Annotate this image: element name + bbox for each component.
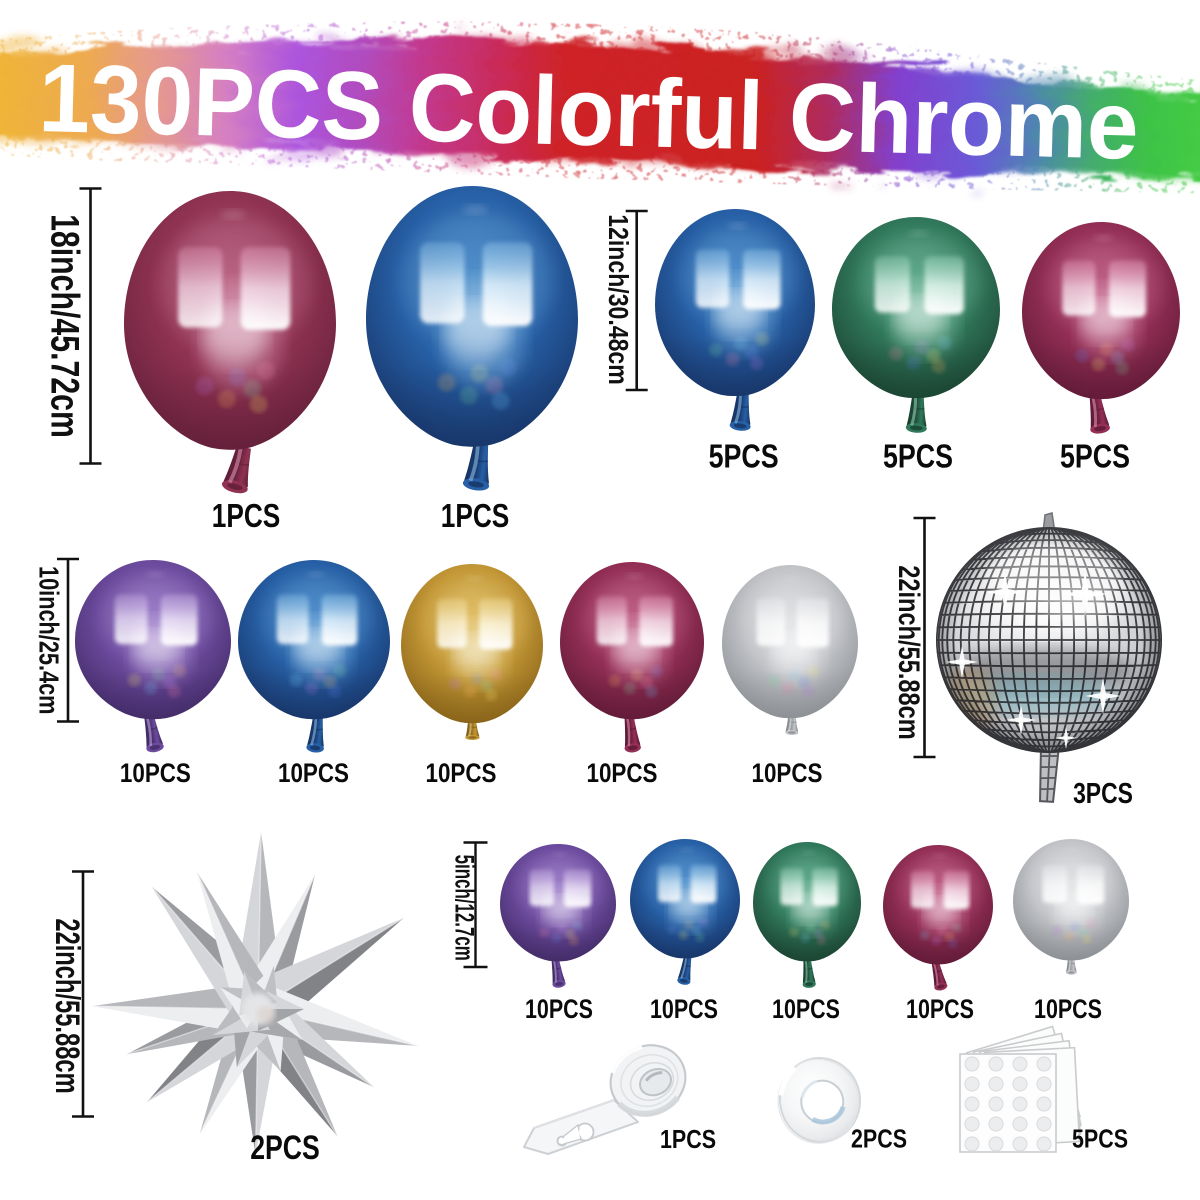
svg-text:5PCS: 5PCS bbox=[1072, 1125, 1128, 1154]
svg-text:10PCS: 10PCS bbox=[278, 759, 349, 788]
svg-text:10PCS: 10PCS bbox=[587, 759, 658, 788]
svg-text:2PCS: 2PCS bbox=[250, 1129, 320, 1167]
svg-text:22inch/55.88cm: 22inch/55.88cm bbox=[48, 918, 86, 1093]
svg-text:1PCS: 1PCS bbox=[441, 498, 510, 535]
svg-text:12inch/30.48cm: 12inch/30.48cm bbox=[602, 214, 633, 384]
svg-text:10PCS: 10PCS bbox=[1034, 995, 1102, 1025]
svg-text:22inch/55.88cm: 22inch/55.88cm bbox=[892, 565, 925, 739]
svg-text:5inch/12.7cm: 5inch/12.7cm bbox=[450, 855, 480, 961]
svg-text:10PCS: 10PCS bbox=[426, 759, 497, 788]
svg-text:10PCS: 10PCS bbox=[120, 759, 191, 788]
svg-text:18inch/45.72cm: 18inch/45.72cm bbox=[42, 214, 87, 438]
svg-text:3PCS: 3PCS bbox=[1073, 776, 1133, 809]
svg-text:10PCS: 10PCS bbox=[752, 759, 823, 788]
svg-text:10PCS: 10PCS bbox=[772, 995, 840, 1025]
svg-text:5PCS: 5PCS bbox=[1060, 439, 1130, 475]
svg-text:10PCS: 10PCS bbox=[525, 995, 593, 1025]
svg-text:2PCS: 2PCS bbox=[851, 1125, 907, 1154]
svg-text:1PCS: 1PCS bbox=[660, 1125, 716, 1154]
svg-text:10inch/25.4cm: 10inch/25.4cm bbox=[33, 566, 64, 714]
svg-text:5PCS: 5PCS bbox=[883, 439, 953, 475]
svg-text:1PCS: 1PCS bbox=[212, 498, 281, 535]
svg-text:10PCS: 10PCS bbox=[650, 995, 718, 1025]
svg-text:10PCS: 10PCS bbox=[906, 995, 974, 1025]
svg-text:5PCS: 5PCS bbox=[709, 439, 779, 475]
